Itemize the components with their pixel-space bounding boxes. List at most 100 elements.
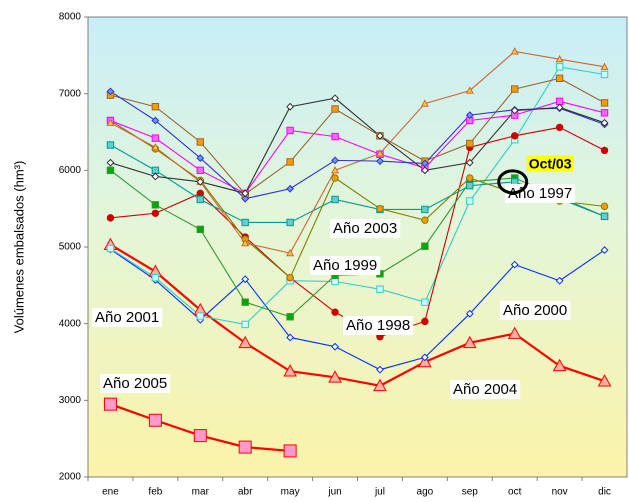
- marker: [238, 440, 252, 454]
- label-layer: Año 2005 Año 2004 Año 2000 Año 2001 Año 1998…: [92, 155, 576, 399]
- marker: [466, 174, 474, 182]
- marker: [421, 317, 429, 326]
- marker: [286, 126, 294, 135]
- y-tick-label: 8000: [59, 12, 82, 23]
- x-tick-label: feb: [148, 487, 162, 498]
- marker: [510, 106, 519, 115]
- y-tick-label: 7000: [59, 88, 82, 99]
- marker: [330, 166, 340, 174]
- marker: [331, 94, 339, 103]
- marker: [421, 205, 429, 214]
- marker: [555, 123, 564, 132]
- marker: [465, 309, 474, 318]
- x-tick-label: ago: [417, 487, 434, 498]
- marker: [600, 62, 609, 70]
- marker: [148, 413, 162, 427]
- marker: [420, 99, 429, 107]
- marker: [418, 354, 432, 368]
- y-tick-label: 5000: [59, 242, 82, 253]
- marker: [196, 189, 204, 198]
- marker: [286, 273, 294, 282]
- marker: [507, 326, 522, 339]
- marker: [373, 378, 387, 392]
- marker: [555, 54, 564, 63]
- marker: [511, 132, 519, 140]
- marker: [552, 358, 567, 372]
- marker: [106, 244, 115, 253]
- marker: [328, 370, 342, 383]
- marker: [241, 320, 249, 329]
- marker: [375, 149, 385, 157]
- annotation-bg: [450, 379, 521, 399]
- series-layer: [103, 47, 612, 458]
- marker: [106, 118, 115, 126]
- y-tick-label: 6000: [59, 165, 82, 176]
- marker: [376, 204, 384, 213]
- marker: [600, 70, 609, 79]
- annotation-bg: [500, 300, 571, 320]
- series-annotation: Año 2004: [453, 381, 517, 398]
- marker: [462, 335, 477, 349]
- marker: [331, 174, 339, 182]
- marker: [286, 313, 294, 321]
- x-tick-label: mar: [192, 487, 210, 498]
- marker: [151, 201, 160, 209]
- marker: [421, 242, 429, 250]
- marker: [241, 298, 249, 306]
- marker: [151, 116, 160, 125]
- marker: [106, 158, 115, 167]
- marker: [555, 63, 564, 71]
- series-annotation: Año 1998: [346, 317, 410, 334]
- marker: [106, 87, 115, 96]
- marker: [151, 172, 160, 181]
- marker: [600, 202, 609, 211]
- marker: [286, 158, 294, 166]
- y-tick-label: 3000: [59, 395, 82, 406]
- marker: [466, 197, 474, 205]
- highlight-label: Oct/03: [529, 156, 572, 172]
- y-tick-label: 2000: [59, 472, 82, 483]
- marker: [331, 132, 339, 141]
- marker: [106, 214, 115, 222]
- marker: [376, 365, 384, 374]
- marker: [106, 166, 115, 175]
- x-tick-label: abr: [238, 487, 253, 498]
- marker: [241, 275, 250, 284]
- y-tick-label: 4000: [59, 318, 82, 329]
- marker: [600, 109, 609, 117]
- marker: [193, 429, 207, 443]
- marker: [555, 74, 564, 83]
- marker: [286, 333, 295, 342]
- annotation-bg: [330, 218, 401, 238]
- marker: [600, 212, 609, 221]
- marker: [420, 166, 429, 175]
- marker: [331, 105, 339, 113]
- x-tick-label: nov: [552, 487, 568, 498]
- marker: [465, 111, 474, 120]
- marker: [241, 189, 250, 198]
- marker: [510, 260, 519, 269]
- x-tick-label: jul: [374, 487, 385, 498]
- marker: [466, 181, 474, 190]
- marker: [241, 218, 249, 227]
- series-line: [110, 100, 605, 195]
- marker: [106, 141, 115, 149]
- series-annotation: Año 2000: [503, 302, 567, 319]
- marker: [331, 277, 339, 286]
- marker: [286, 102, 295, 111]
- marker: [151, 209, 160, 217]
- series-annotation: Año 2001: [95, 309, 159, 326]
- marker: [420, 353, 429, 362]
- marker: [151, 103, 160, 111]
- marker: [465, 86, 474, 94]
- marker: [151, 273, 160, 282]
- marker: [196, 312, 204, 320]
- marker: [331, 156, 339, 165]
- marker: [331, 342, 339, 351]
- marker: [151, 143, 160, 151]
- marker: [196, 154, 205, 162]
- marker: [196, 138, 204, 146]
- series-annotation: Año 2003: [333, 220, 397, 237]
- marker: [466, 139, 474, 148]
- highlight-ring: [497, 169, 529, 195]
